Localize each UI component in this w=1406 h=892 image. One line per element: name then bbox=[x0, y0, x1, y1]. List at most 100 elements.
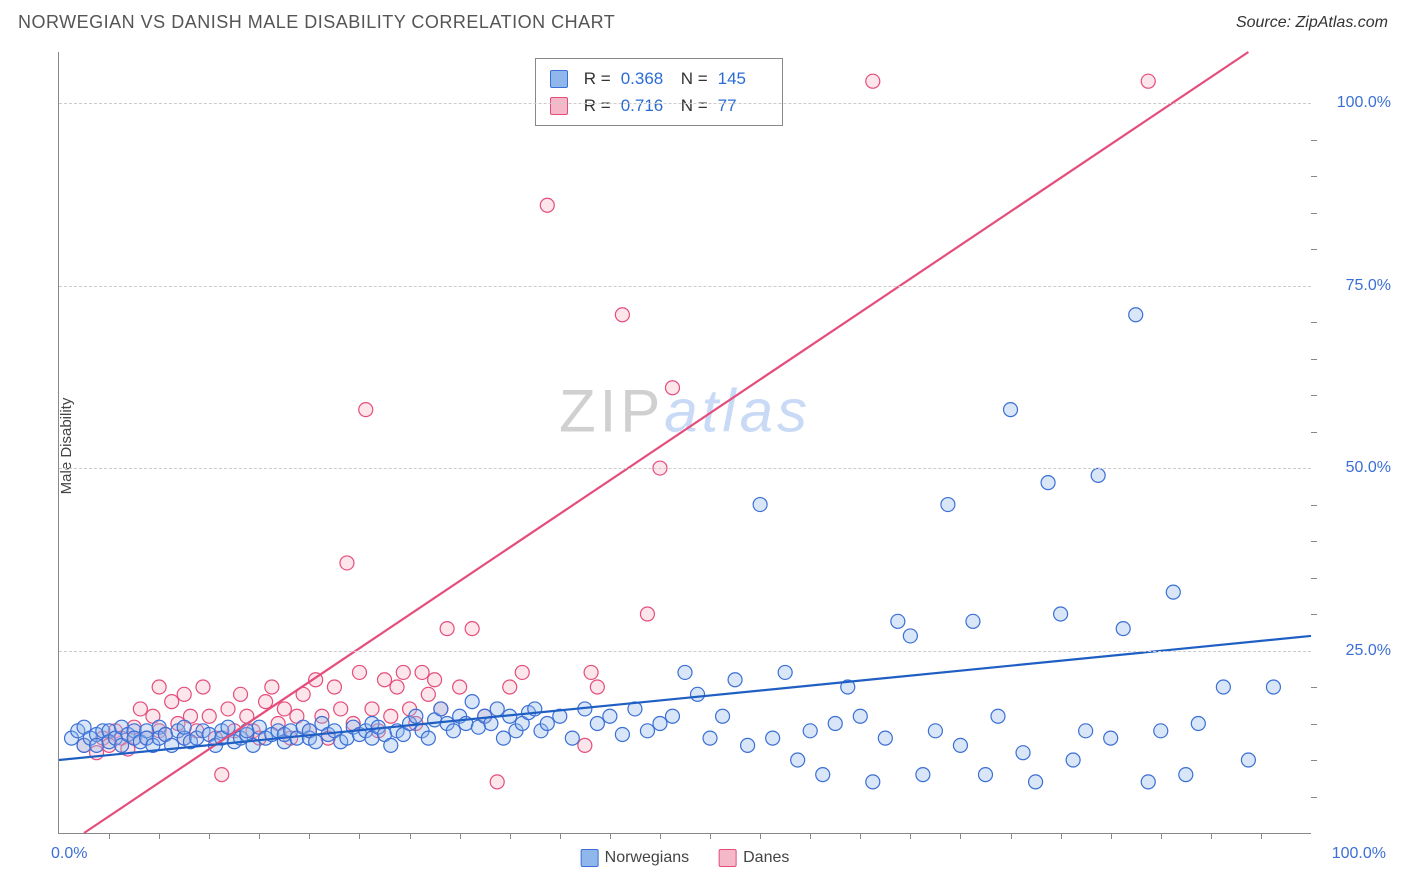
data-point bbox=[1104, 731, 1118, 745]
data-point bbox=[446, 724, 460, 738]
x-tick bbox=[1011, 833, 1012, 839]
data-point bbox=[465, 622, 479, 636]
y-tick-label: 25.0% bbox=[1321, 642, 1391, 660]
source-label: Source: ZipAtlas.com bbox=[1236, 14, 1388, 32]
legend-item-norwegians: Norwegians bbox=[581, 849, 689, 867]
data-point bbox=[177, 720, 191, 734]
gridline bbox=[59, 651, 1311, 652]
data-point bbox=[928, 724, 942, 738]
data-point bbox=[991, 709, 1005, 723]
data-point bbox=[791, 753, 805, 767]
data-point bbox=[234, 687, 248, 701]
data-point bbox=[152, 680, 166, 694]
data-point bbox=[653, 717, 667, 731]
data-point bbox=[803, 724, 817, 738]
data-point bbox=[1241, 753, 1255, 767]
stat-row-norwegians: R = 0.368 N = 145 bbox=[550, 65, 768, 92]
data-point bbox=[428, 673, 442, 687]
data-point bbox=[515, 665, 529, 679]
data-point bbox=[1141, 74, 1155, 88]
x-tick bbox=[710, 833, 711, 839]
y-tick bbox=[1311, 797, 1317, 798]
data-point bbox=[903, 629, 917, 643]
data-point bbox=[221, 702, 235, 716]
data-point bbox=[565, 731, 579, 745]
x-tick bbox=[460, 833, 461, 839]
data-point bbox=[753, 498, 767, 512]
data-point bbox=[352, 665, 366, 679]
y-tick bbox=[1311, 760, 1317, 761]
data-point bbox=[866, 775, 880, 789]
data-point bbox=[741, 738, 755, 752]
correlation-stats-box: R = 0.368 N = 145 R = 0.716 N = 77 bbox=[535, 58, 783, 126]
data-point bbox=[891, 614, 905, 628]
data-point bbox=[1041, 476, 1055, 490]
y-tick bbox=[1311, 140, 1317, 141]
gridline bbox=[59, 286, 1311, 287]
data-point bbox=[853, 709, 867, 723]
data-point bbox=[1029, 775, 1043, 789]
data-point bbox=[766, 731, 780, 745]
data-point bbox=[421, 731, 435, 745]
data-point bbox=[1054, 607, 1068, 621]
data-point bbox=[202, 709, 216, 723]
data-point bbox=[490, 775, 504, 789]
data-point bbox=[603, 709, 617, 723]
data-point bbox=[916, 768, 930, 782]
data-point bbox=[584, 665, 598, 679]
y-tick-label: 50.0% bbox=[1321, 459, 1391, 477]
data-point bbox=[878, 731, 892, 745]
x-tick bbox=[159, 833, 160, 839]
x-tick bbox=[660, 833, 661, 839]
chart-plot-area: ZIPatlas R = 0.368 N = 145 R = 0.716 N =… bbox=[58, 52, 1311, 834]
data-point bbox=[966, 614, 980, 628]
data-point bbox=[1154, 724, 1168, 738]
data-point bbox=[496, 731, 510, 745]
data-point bbox=[453, 680, 467, 694]
y-tick bbox=[1311, 322, 1317, 323]
data-point bbox=[409, 709, 423, 723]
data-point bbox=[978, 768, 992, 782]
data-point bbox=[133, 702, 147, 716]
data-point bbox=[640, 724, 654, 738]
y-tick-label: 100.0% bbox=[1321, 94, 1391, 112]
data-point bbox=[277, 702, 291, 716]
x-axis-origin-label: 0.0% bbox=[51, 845, 87, 863]
chart-title: NORWEGIAN VS DANISH MALE DISABILITY CORR… bbox=[18, 12, 615, 33]
x-tick bbox=[1211, 833, 1212, 839]
data-point bbox=[327, 680, 341, 694]
scatter-svg bbox=[59, 52, 1311, 833]
x-tick bbox=[560, 833, 561, 839]
y-tick bbox=[1311, 176, 1317, 177]
x-tick bbox=[1061, 833, 1062, 839]
gridline bbox=[59, 468, 1311, 469]
data-point bbox=[540, 198, 554, 212]
data-point bbox=[1216, 680, 1230, 694]
data-point bbox=[716, 709, 730, 723]
data-point bbox=[378, 673, 392, 687]
data-point bbox=[1129, 308, 1143, 322]
x-tick bbox=[910, 833, 911, 839]
y-tick bbox=[1311, 724, 1317, 725]
data-point bbox=[90, 738, 104, 752]
data-point bbox=[265, 680, 279, 694]
y-tick bbox=[1311, 432, 1317, 433]
data-point bbox=[941, 498, 955, 512]
data-point bbox=[640, 607, 654, 621]
x-tick bbox=[1161, 833, 1162, 839]
data-point bbox=[728, 673, 742, 687]
data-point bbox=[1141, 775, 1155, 789]
data-point bbox=[365, 702, 379, 716]
y-tick bbox=[1311, 578, 1317, 579]
x-tick bbox=[359, 833, 360, 839]
data-point bbox=[703, 731, 717, 745]
x-tick bbox=[960, 833, 961, 839]
data-point bbox=[816, 768, 830, 782]
data-point bbox=[778, 665, 792, 679]
y-tick-label: 75.0% bbox=[1321, 277, 1391, 295]
data-point bbox=[615, 727, 629, 741]
y-tick bbox=[1311, 395, 1317, 396]
y-tick bbox=[1311, 541, 1317, 542]
gridline bbox=[59, 103, 1311, 104]
data-point bbox=[678, 665, 692, 679]
